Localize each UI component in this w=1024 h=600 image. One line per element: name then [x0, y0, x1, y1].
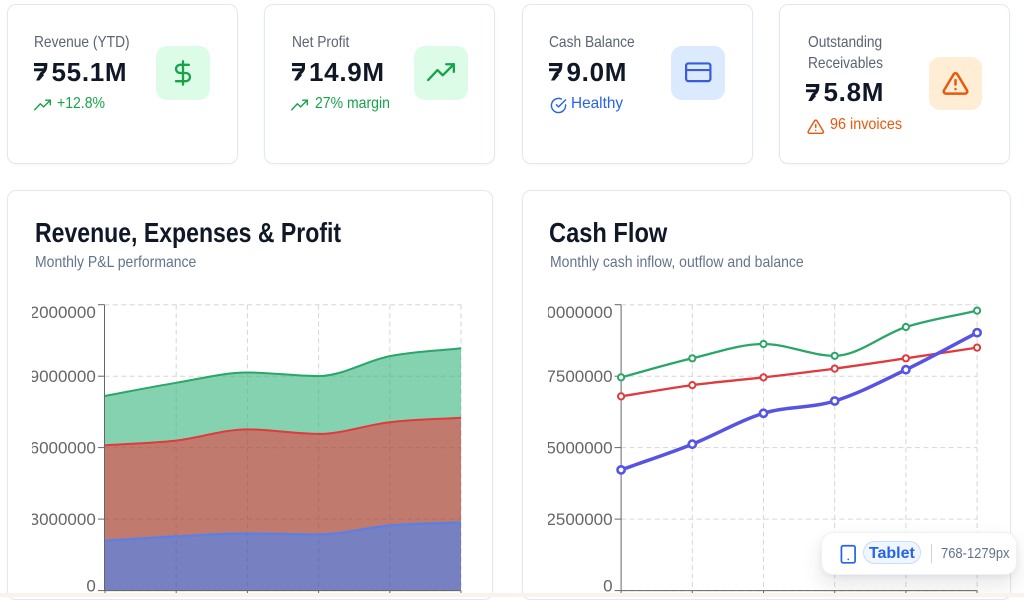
svg-text:0: 0: [86, 576, 95, 595]
svg-text:7500000: 7500000: [548, 367, 613, 386]
svg-text:0: 0: [603, 576, 612, 595]
svg-text:6000000: 6000000: [32, 439, 96, 458]
svg-text:12000000: 12000000: [32, 303, 96, 322]
svg-text:2500000: 2500000: [548, 510, 613, 529]
svg-text:9000000: 9000000: [32, 367, 96, 386]
svg-text:3000000: 3000000: [32, 510, 96, 529]
svg-text:5000000: 5000000: [548, 439, 613, 458]
svg-text:10000000: 10000000: [548, 303, 613, 322]
